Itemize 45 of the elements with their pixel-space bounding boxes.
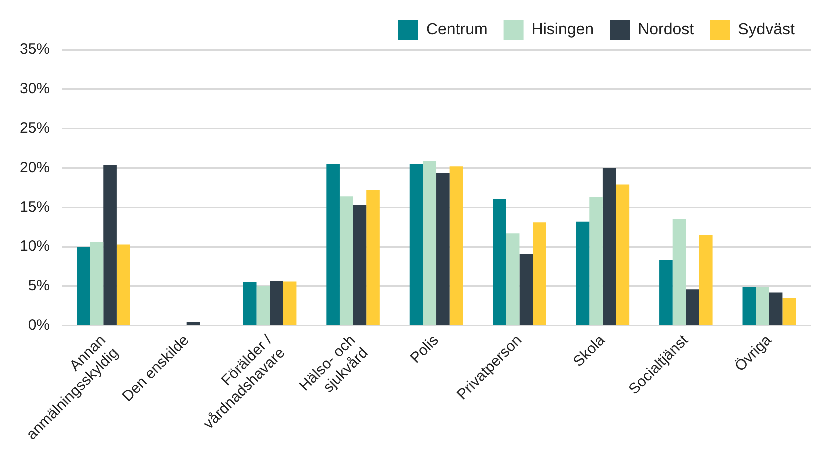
bar (742, 287, 756, 326)
bar (340, 196, 354, 326)
bar (533, 222, 546, 326)
bar (256, 286, 270, 326)
bar (660, 260, 673, 326)
bar (520, 254, 534, 326)
bar (116, 244, 130, 326)
legend-label: Hisingen (532, 21, 594, 38)
bar (90, 242, 104, 326)
y-tick-label: 35% (20, 41, 50, 58)
bar (686, 290, 700, 326)
bar (186, 322, 200, 326)
bar (423, 161, 437, 326)
legend-label: Centrum (426, 21, 488, 38)
bar (672, 219, 686, 326)
bar (283, 282, 297, 326)
y-tick-label: 30% (20, 80, 50, 98)
bar (353, 205, 367, 326)
bar (104, 165, 117, 326)
legend-label: Nordost (638, 21, 695, 38)
bar (506, 234, 520, 326)
bar (436, 172, 450, 326)
bar (576, 222, 590, 326)
bar (782, 298, 796, 326)
bar (699, 235, 713, 326)
bar (450, 166, 464, 326)
bar (77, 247, 90, 326)
bar (590, 197, 603, 326)
y-tick-label: 20% (20, 159, 50, 176)
y-tick-label: 25% (20, 120, 50, 137)
bar (270, 280, 284, 326)
bar (616, 184, 630, 326)
bar (366, 190, 380, 326)
legend-label: Sydväst (738, 21, 796, 38)
bar (602, 168, 616, 326)
bar (769, 292, 783, 326)
bar (243, 282, 257, 326)
y-tick-label: 15% (20, 198, 50, 216)
bar (756, 287, 770, 326)
y-tick-label: 0% (28, 317, 50, 334)
y-tick-label: 10% (20, 238, 50, 256)
bar (410, 164, 424, 326)
bar (493, 198, 506, 326)
bar (326, 164, 340, 326)
y-tick-label: 5% (28, 278, 50, 295)
